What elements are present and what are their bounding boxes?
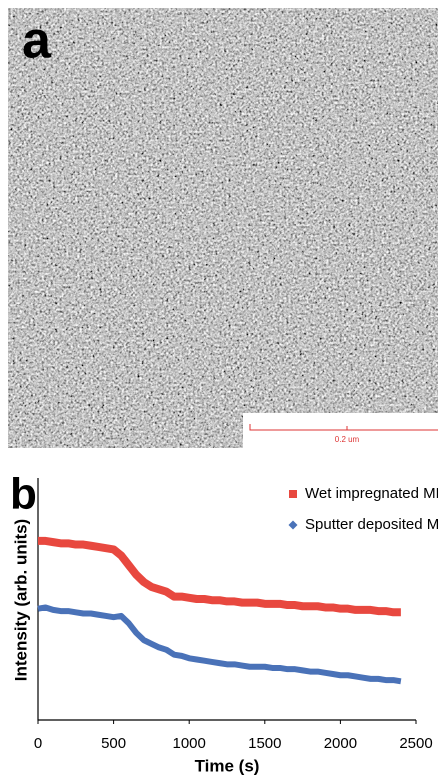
- legend-label: Wet impregnated MFI: [305, 485, 438, 502]
- micrograph: [8, 8, 438, 448]
- x-tick-label: 2500: [399, 735, 432, 752]
- legend-marker: [289, 490, 297, 498]
- x-tick-label: 500: [101, 735, 126, 752]
- x-tick-label: 1000: [173, 735, 206, 752]
- panel-label: a: [22, 12, 52, 70]
- series-line: [37, 604, 402, 685]
- panel-label: b: [10, 470, 37, 519]
- y-axis-label: Intensity (arb. units): [11, 519, 30, 681]
- legend-label: Sputter deposited MFI: [305, 516, 438, 533]
- x-tick-label: 2000: [324, 735, 357, 752]
- x-tick-label: 0: [34, 735, 42, 752]
- series-line: [38, 536, 401, 617]
- scale-bar-label: 0.2 um: [335, 435, 360, 444]
- x-axis-label: Time (s): [195, 756, 260, 775]
- x-tick-label: 1500: [248, 735, 281, 752]
- legend-marker: [288, 520, 298, 530]
- scale-bar: [249, 424, 438, 431]
